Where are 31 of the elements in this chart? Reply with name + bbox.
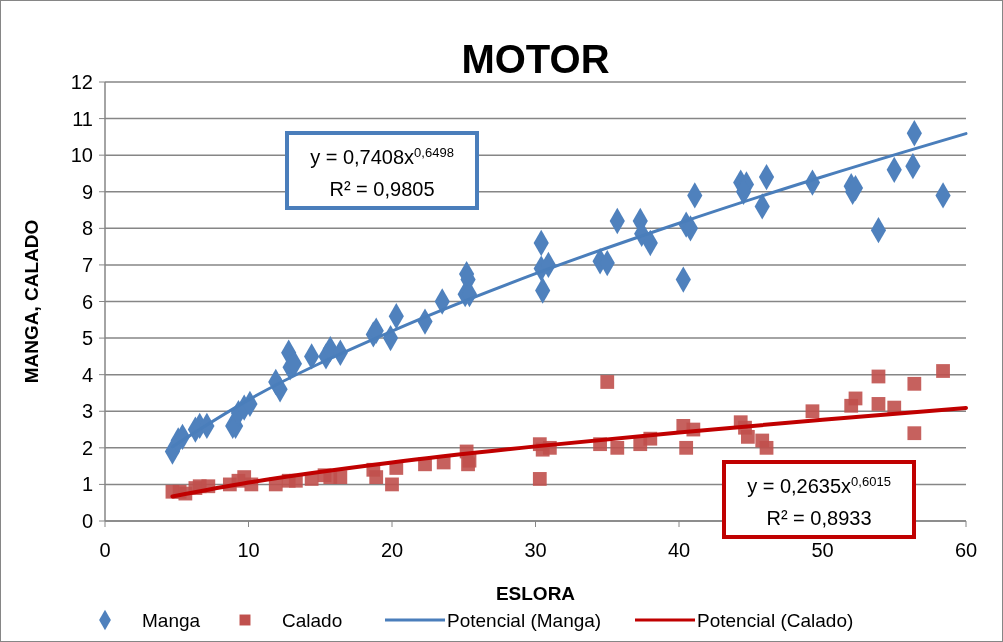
y-tick-label: 10: [70, 144, 93, 167]
legend-label: Calado: [282, 609, 343, 631]
y-tick-label: 3: [81, 400, 93, 423]
y-tick-label: 6: [81, 290, 93, 313]
y-axis-title: MANGA, CALADO: [21, 219, 42, 384]
annotation: y = 0,2635x$^{0,6015}$: [747, 473, 891, 497]
x-axis-title: ESLORA: [495, 583, 576, 604]
y-tick-label: 11: [72, 107, 93, 130]
legend-label: Potencial (Calado): [697, 609, 854, 631]
y-tick-label: 2: [81, 436, 93, 459]
x-tick-label: 10: [237, 539, 260, 561]
y-tick-label: 7: [81, 253, 93, 276]
chart-title: MOTOR: [461, 37, 610, 81]
x-tick-label: 20: [380, 539, 404, 561]
x-tick-label: 40: [667, 539, 691, 561]
y-tick-label: 12: [70, 71, 93, 93]
x-tick-label: 0: [99, 539, 111, 561]
x-tick-label: 50: [811, 539, 834, 561]
legend-label: Manga: [142, 609, 201, 631]
x-tick-label: 60: [954, 539, 978, 561]
annotation: R² = 0,9805: [329, 178, 435, 200]
y-tick-label: 4: [81, 363, 93, 386]
y-tick-label: 9: [81, 180, 93, 203]
legend-label: Potencial (Manga): [447, 609, 602, 631]
y-tick-label: 5: [81, 327, 93, 350]
annotation: R² = 0,8933: [766, 507, 872, 529]
y-tick-label: 1: [81, 473, 93, 496]
x-tick-label: 30: [524, 539, 547, 561]
y-tick-label: 8: [81, 217, 93, 240]
annotation: y = 0,7408x$^{0,6498}$: [310, 144, 454, 168]
y-tick-label: 0: [81, 510, 93, 532]
